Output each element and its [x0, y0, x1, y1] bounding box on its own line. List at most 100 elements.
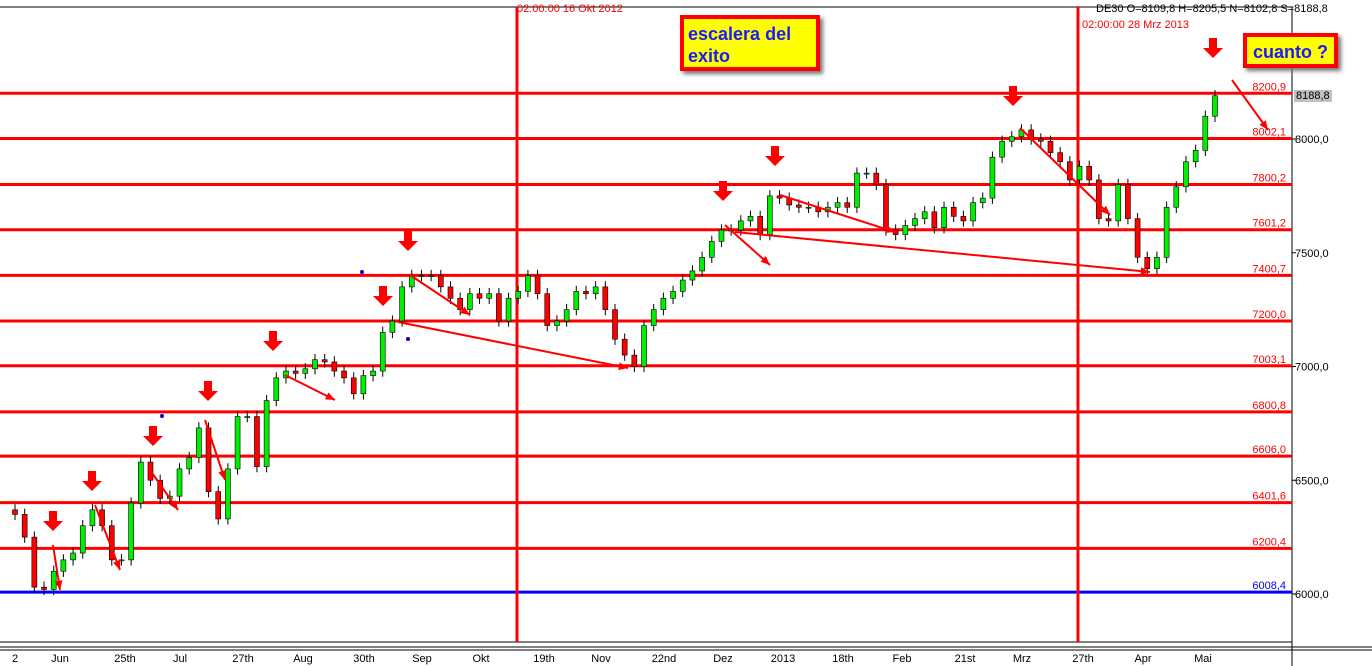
note-title: escalera del exito	[680, 15, 820, 71]
down-arrow-icon	[1203, 38, 1223, 58]
candle	[418, 275, 425, 277]
x-tick-label: 19th	[533, 653, 554, 665]
candle	[360, 375, 367, 395]
current-price-label: 8188,8	[1294, 90, 1332, 102]
candle	[979, 197, 986, 203]
x-tick-label: Feb	[893, 653, 912, 665]
arrowhead-icon	[54, 580, 63, 590]
candle	[60, 559, 67, 572]
candle	[1105, 218, 1112, 222]
candle	[1183, 161, 1189, 188]
level-label: 7200,0	[1252, 309, 1286, 321]
candle	[50, 570, 57, 590]
down-arrow-icon	[765, 146, 785, 166]
candle	[641, 325, 647, 367]
candle	[573, 291, 580, 310]
y-tick-label: 6500,0	[1295, 475, 1329, 487]
candle	[1192, 150, 1199, 163]
candle	[1202, 115, 1209, 151]
x-tick-label: Jun	[51, 653, 69, 665]
level-label: 6606,0	[1252, 444, 1286, 456]
candle	[321, 359, 328, 363]
trend-arrow	[734, 231, 1151, 273]
candle	[583, 291, 589, 294]
arrowhead-icon	[460, 306, 470, 315]
y-tick-label: 6000,0	[1295, 589, 1329, 601]
candle	[399, 286, 405, 322]
arrowhead-icon	[113, 560, 121, 570]
candle	[854, 172, 860, 208]
candle	[534, 275, 541, 295]
candle	[138, 461, 144, 504]
arrowhead-icon	[169, 500, 178, 510]
x-tick-label: 18th	[832, 653, 853, 665]
level-label: 8200,9	[1252, 81, 1286, 93]
level-label: 7601,2	[1252, 218, 1286, 230]
arrowhead-icon	[218, 470, 226, 480]
candle	[438, 275, 444, 288]
candle	[1076, 166, 1083, 181]
candle	[1047, 140, 1054, 153]
indicator-dot	[360, 270, 364, 274]
candle	[670, 291, 676, 299]
y-tick-label: 8000,0	[1295, 134, 1329, 146]
x-tick-label: Okt	[472, 653, 489, 665]
candle	[196, 427, 202, 458]
candle	[1154, 256, 1160, 269]
x-tick-label: 27th	[1072, 653, 1093, 665]
trend-arrow	[397, 321, 629, 369]
x-tick-label: Nov	[591, 653, 611, 665]
candle	[525, 275, 531, 292]
candle	[1144, 256, 1151, 269]
trend-arrow	[409, 274, 471, 316]
candle	[476, 293, 483, 299]
candle	[215, 491, 222, 520]
candle	[999, 140, 1005, 158]
candle	[273, 377, 280, 401]
candle	[79, 525, 86, 554]
candle	[1096, 179, 1102, 219]
candle	[1115, 184, 1122, 222]
candle	[341, 370, 347, 379]
candle	[718, 229, 725, 242]
candle	[708, 241, 715, 258]
down-arrow-icon	[143, 426, 163, 446]
candle	[1038, 138, 1044, 142]
down-arrow-icon	[1003, 86, 1023, 106]
arrowhead-icon	[1259, 120, 1268, 130]
candle	[1057, 152, 1063, 163]
candle	[505, 297, 512, 322]
x-tick-label: Apr	[1134, 653, 1151, 665]
vline-label-2: 02:00:00 28 Mrz 2013	[1082, 19, 1190, 31]
trend-arrow	[724, 224, 771, 266]
y-tick-label: 7500,0	[1295, 248, 1329, 260]
x-tick-label: Mai	[1194, 653, 1212, 665]
x-tick-label: Mrz	[1013, 653, 1031, 665]
x-tick-label: 2013	[771, 653, 795, 665]
candle	[796, 204, 802, 208]
candle	[747, 216, 754, 222]
candle	[592, 286, 599, 294]
candle	[931, 211, 938, 229]
candle	[544, 293, 551, 326]
level-label: 8002,1	[1252, 127, 1286, 139]
candle	[312, 359, 318, 370]
candle	[776, 195, 783, 199]
trend-arrow	[779, 194, 896, 233]
candle	[486, 293, 492, 299]
candle	[660, 297, 667, 310]
y-tick-label: 7000,0	[1295, 362, 1329, 374]
level-label: 7800,2	[1252, 172, 1286, 184]
candle	[515, 291, 522, 299]
candle	[89, 509, 96, 527]
indicator-dot	[160, 414, 164, 418]
candle	[12, 509, 18, 515]
arrowhead-icon	[1100, 205, 1110, 215]
candle	[699, 256, 705, 272]
candle	[128, 502, 134, 561]
candle	[225, 468, 231, 520]
candle	[1173, 186, 1180, 208]
candle	[31, 536, 38, 588]
down-arrow-icon	[263, 331, 283, 351]
